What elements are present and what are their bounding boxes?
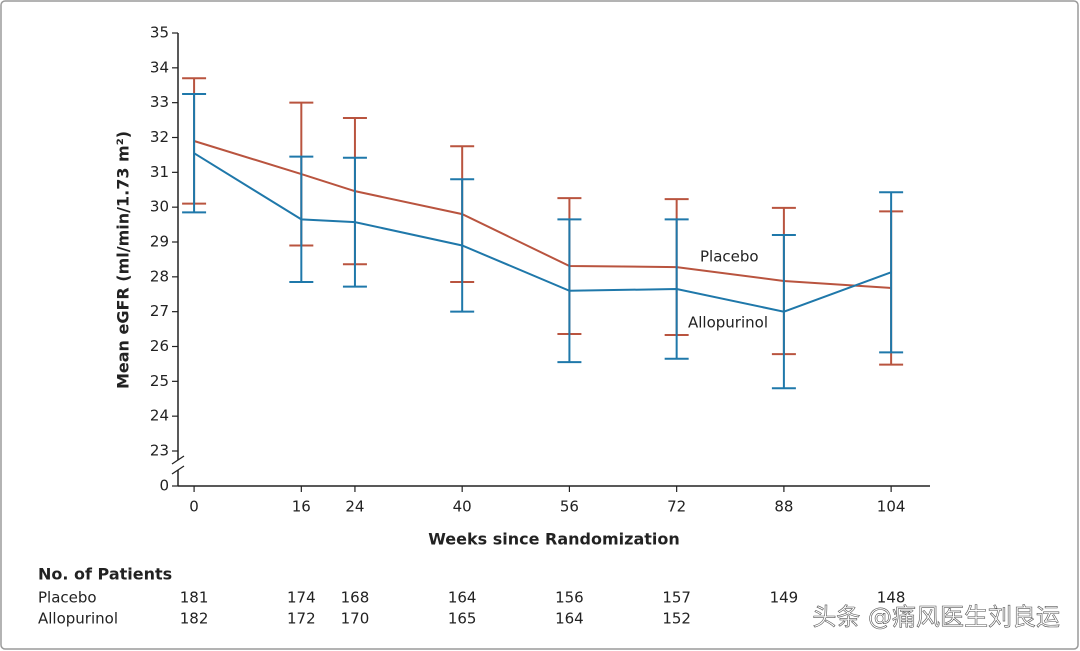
table-count: 149 xyxy=(770,589,799,607)
x-tick-label: 56 xyxy=(560,498,579,516)
y-tick-label: 24 xyxy=(150,407,169,425)
table-count: 156 xyxy=(555,589,584,607)
table-count: 164 xyxy=(448,589,477,607)
table-count: 181 xyxy=(180,589,209,607)
y-tick-label: 31 xyxy=(150,163,169,181)
x-tick-label: 40 xyxy=(453,498,472,516)
x-tick-label: 88 xyxy=(774,498,793,516)
table-row-label: Placebo xyxy=(38,589,97,607)
y-tick-label: 34 xyxy=(150,58,169,76)
series-label: Allopurinol xyxy=(688,314,768,332)
y-tick-label: 27 xyxy=(150,302,169,320)
y-tick-label: 35 xyxy=(150,24,169,42)
series-label: Placebo xyxy=(700,248,759,266)
table-count: 148 xyxy=(877,589,906,607)
y-tick-label: 23 xyxy=(150,442,169,460)
y-tick-label: 28 xyxy=(150,267,169,285)
table-count: 164 xyxy=(555,610,584,628)
axis-break xyxy=(171,465,185,475)
y-tick-label: 33 xyxy=(150,93,169,111)
y-tick-label: 26 xyxy=(150,337,169,355)
y-tick-label: 29 xyxy=(150,233,169,251)
table-count: 170 xyxy=(341,610,370,628)
table-count: 165 xyxy=(448,610,477,628)
table-title: No. of Patients xyxy=(38,565,172,584)
x-axis-label: Weeks since Randomization xyxy=(428,530,680,549)
x-tick-label: 104 xyxy=(877,498,906,516)
table-count: 174 xyxy=(287,589,316,607)
x-tick-label: 24 xyxy=(345,498,364,516)
watermark: 头条 @痛风医生刘良运 xyxy=(812,603,1060,631)
y-tick-label: 30 xyxy=(150,198,169,216)
x-tick-label: 72 xyxy=(667,498,686,516)
table-row-label: Allopurinol xyxy=(38,610,118,628)
series-line xyxy=(193,152,892,313)
y-tick-label: 0 xyxy=(159,477,169,495)
table-count: 152 xyxy=(662,610,691,628)
x-tick-label: 16 xyxy=(292,498,311,516)
table-count: 168 xyxy=(341,589,370,607)
table-count: 157 xyxy=(662,589,691,607)
table-count: 182 xyxy=(180,610,209,628)
x-tick-label: 0 xyxy=(189,498,199,516)
table-count: 172 xyxy=(287,610,316,628)
axis-break xyxy=(171,455,185,465)
y-axis-label: Mean eGFR (ml/min/1.73 m²) xyxy=(114,131,133,389)
y-tick-label: 32 xyxy=(150,128,169,146)
y-tick-label: 25 xyxy=(150,372,169,390)
series-line xyxy=(193,140,892,289)
